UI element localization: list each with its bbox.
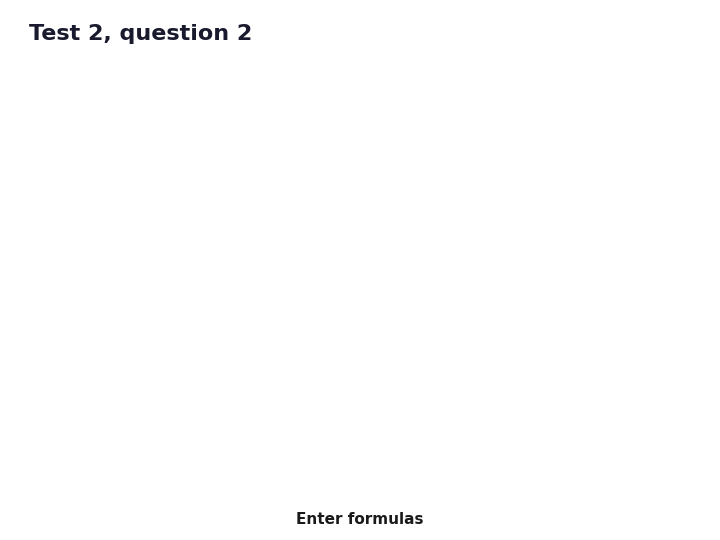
Text: column B, rows 3 through 6? (Pick one answer.): column B, rows 3 through 6? (Pick one an… xyxy=(29,184,510,202)
Text: Test 2, question 2: Test 2, question 2 xyxy=(29,24,252,44)
Text: Enter formulas: Enter formulas xyxy=(296,511,424,526)
Text: 1.  (B3:B6): 1. (B3:B6) xyxy=(29,254,117,272)
Text: Which cell reference refers to a range of cells in: Which cell reference refers to a range o… xyxy=(29,131,517,150)
Text: 2.  (B3,B6): 2. (B3,B6) xyxy=(29,315,117,333)
